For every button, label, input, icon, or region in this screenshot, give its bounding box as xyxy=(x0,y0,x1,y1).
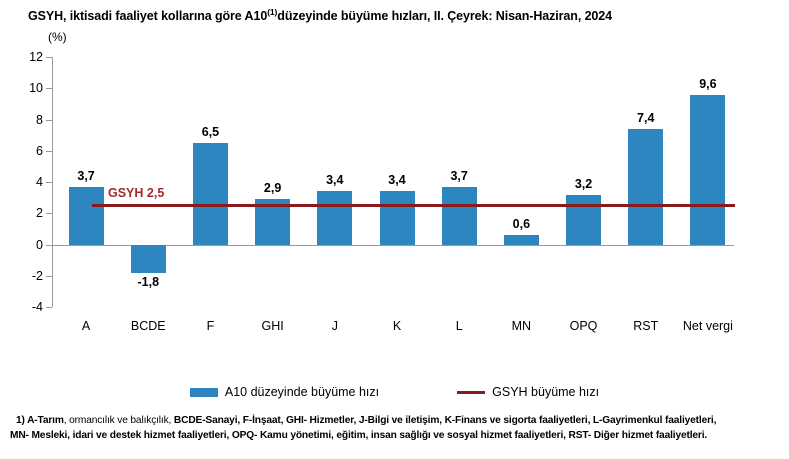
chart-legend: A10 düzeyinde büyüme hızı GSYH büyüme hı… xyxy=(0,385,789,399)
y-axis-tick-mark xyxy=(46,119,52,121)
chart-title-superscript: (1) xyxy=(267,6,278,17)
x-axis-label-net-vergi: Net vergi xyxy=(682,319,733,333)
reference-line-label: GSYH 2,5 xyxy=(108,186,165,201)
bar-value-label-ghi: 2,9 xyxy=(263,181,282,196)
x-axis-label-rst: RST xyxy=(633,319,659,333)
footnote-line-2: MN- Mesleki, idari ve destek hizmet faal… xyxy=(10,429,789,444)
y-axis-tick-mark xyxy=(46,57,52,58)
y-axis-line xyxy=(52,57,53,307)
footnote-text-rst: - Diğer hizmet faaliyetleri. xyxy=(587,429,708,441)
footnote-text-b: , F-İnşaat, GHI- Hizmetler, J-Bilgi ve i… xyxy=(237,415,717,426)
chart-title-prefix: GSYH, iktisadi faaliyet kollarına göre A… xyxy=(28,9,268,23)
bar-a[interactable] xyxy=(68,186,104,245)
bar-value-label-l: 3,7 xyxy=(450,168,468,183)
y-axis-tick-mark xyxy=(46,307,52,308)
reference-line xyxy=(92,204,736,208)
bar-value-label-a: 3,7 xyxy=(77,168,95,183)
x-axis-label-f: F xyxy=(206,319,215,333)
bar-k[interactable] xyxy=(379,191,415,245)
x-axis-label-ghi: GHI xyxy=(261,319,284,333)
y-axis-tick-mark xyxy=(46,244,52,246)
chart-title-suffix: düzeyinde büyüme hızları, II. Çeyrek: Ni… xyxy=(277,9,612,23)
x-axis-label-l: L xyxy=(455,319,463,333)
x-axis-label-j: J xyxy=(331,319,338,333)
bar-j[interactable] xyxy=(317,191,353,245)
bar-value-label-rst: 7,4 xyxy=(637,110,655,125)
footnote-code-mn: MN xyxy=(10,429,26,441)
legend-item-bars: A10 düzeyinde büyüme hızı xyxy=(189,385,380,399)
legend-item-line: GSYH büyüme hızı xyxy=(457,385,599,399)
y-axis-tick-label: 0 xyxy=(36,237,43,252)
y-axis-tick-label: 10 xyxy=(29,81,43,96)
footnote-code-opq: OPQ xyxy=(231,429,255,441)
x-axis-label-a: A xyxy=(81,319,91,333)
y-axis-tick-label: 6 xyxy=(36,143,43,158)
x-axis-label-k: K xyxy=(392,319,402,333)
y-axis-tick-label: 8 xyxy=(36,112,43,127)
legend-line-swatch-icon xyxy=(457,390,486,394)
bar-value-label-bcde: -1,8 xyxy=(137,274,160,289)
y-axis-tick-mark xyxy=(46,150,52,152)
footnote-code-bcde: BCDE-Sanayi xyxy=(173,415,238,426)
bar-value-label-mn: 0,6 xyxy=(512,217,531,232)
bar-value-label-j: 3,4 xyxy=(326,173,344,188)
bar-opq[interactable] xyxy=(566,194,602,245)
footnote-text-opq: - Kamu yönetimi, eğitim, insan sağlığı v… xyxy=(254,429,569,441)
bar-l[interactable] xyxy=(441,186,477,245)
y-axis-tick-mark xyxy=(46,275,52,277)
x-axis-label-opq: OPQ xyxy=(569,319,598,333)
legend-bar-swatch-icon xyxy=(189,387,218,397)
bar-value-label-net-vergi: 9,6 xyxy=(699,76,717,91)
y-axis-tick-mark xyxy=(46,213,52,215)
y-axis-tick-label: -4 xyxy=(31,300,43,314)
bar-mn[interactable] xyxy=(503,235,539,245)
bar-f[interactable] xyxy=(192,142,228,245)
x-axis-label-mn: MN xyxy=(511,319,532,333)
footnote-code-a: A-Tarım xyxy=(27,415,64,426)
legend-line-label: GSYH büyüme hızı xyxy=(492,385,600,399)
chart-plot-area: 12 10 8 6 4 2 0 -2 -4 3,7 -1,8 6,5 2,9 3,4 3,4 3,7 0,6 3… xyxy=(29,50,736,314)
bar-rst[interactable] xyxy=(628,128,664,245)
y-axis-tick-label: -2 xyxy=(31,268,43,283)
bar-value-label-f: 6,5 xyxy=(201,124,220,139)
footnote-code-rst: RST xyxy=(568,429,589,441)
bar-value-label-opq: 3,2 xyxy=(574,176,593,191)
footnote-marker: 1) xyxy=(16,415,28,426)
y-axis-tick-mark xyxy=(46,88,52,90)
bar-bcde[interactable] xyxy=(130,244,166,273)
y-axis-tick-label: 12 xyxy=(29,50,43,64)
x-axis-label-bcde: BCDE xyxy=(130,319,166,333)
page-title: GSYH, iktisadi faaliyet kollarına göre A… xyxy=(28,6,612,23)
footnote-line-1: 1) A-Tarım, ormancılık ve balıkçılık, BC… xyxy=(16,414,789,429)
y-axis-tick-label: 2 xyxy=(36,206,43,221)
legend-bar-label: A10 düzeyinde büyüme hızı xyxy=(224,385,380,399)
bar-value-label-k: 3,4 xyxy=(388,173,406,188)
footnote: 1) A-Tarım, ormancılık ve balıkçılık, BC… xyxy=(10,414,789,443)
footnote-text-mn: - Mesleki, idari ve destek hizmet faaliy… xyxy=(25,429,232,441)
y-axis-tick-label: 4 xyxy=(36,175,43,189)
zero-baseline xyxy=(52,244,734,246)
y-axis-tick-mark xyxy=(46,182,52,183)
bar-net-vergi[interactable] xyxy=(690,94,726,245)
y-axis-unit-label: (%) xyxy=(48,30,67,44)
footnote-text-a: , ormancılık ve balıkçılık, xyxy=(63,415,174,426)
